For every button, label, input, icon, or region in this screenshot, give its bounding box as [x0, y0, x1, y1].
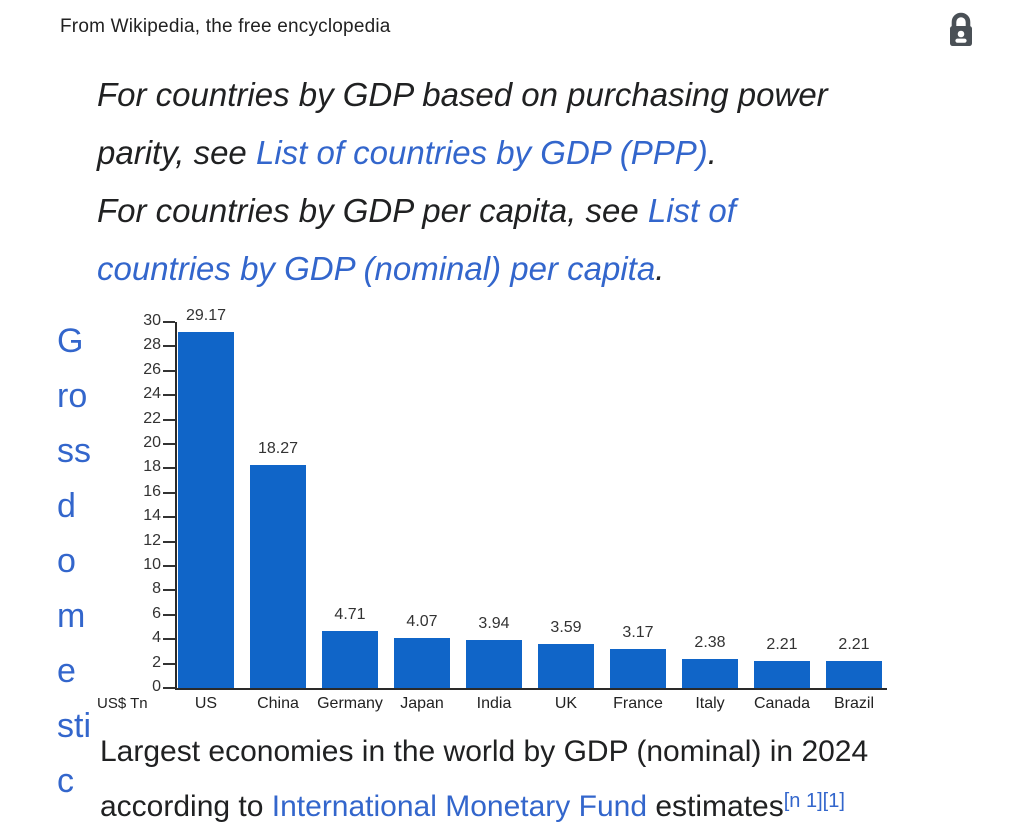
- bar-value-label: 18.27: [257, 440, 299, 458]
- bar-value-label: 2.21: [766, 636, 798, 654]
- y-axis-tick-label: 18: [143, 458, 161, 476]
- bar-value-label: 29.17: [185, 307, 227, 325]
- bar-US: [178, 332, 234, 688]
- international-monetary-fund-link[interactable]: International Monetary Fund: [271, 790, 648, 823]
- bar-category-label: France: [613, 695, 663, 712]
- y-axis-tick-mark: [163, 418, 175, 421]
- text-line: according to International Monetary Fund…: [100, 779, 868, 834]
- y-axis-tick-mark: [163, 491, 175, 494]
- citation-1-reference[interactable]: [1]: [822, 790, 845, 812]
- page-protection-lock-icon[interactable]: [944, 9, 978, 49]
- text-line: parity, see List of countries by GDP (PP…: [97, 124, 828, 182]
- text-line: For countries by GDP per capita, see Lis…: [97, 182, 828, 240]
- y-axis-tick-mark: [163, 394, 175, 397]
- bar-category-label: Brazil: [833, 695, 874, 712]
- bar-value-label: 3.94: [478, 614, 510, 632]
- gross-domestic-product-link-wrapped[interactable]: G ro ss d o m e sti c: [57, 322, 91, 800]
- y-axis-tick-label: 12: [143, 531, 161, 549]
- bar-value-label: 4.71: [334, 605, 366, 623]
- bar-value-label: 3.59: [550, 619, 582, 637]
- site-tagline: From Wikipedia, the free encyclopedia: [60, 16, 391, 37]
- bar-category-label: China: [257, 695, 299, 712]
- text-run: according to: [100, 790, 272, 823]
- y-axis-tick-mark: [163, 638, 175, 641]
- y-axis-tick-label: 16: [143, 482, 161, 500]
- text-run: For countries by GDP based on purchasing…: [97, 76, 828, 113]
- bar-category-label: Germany: [317, 695, 383, 712]
- chart-caption: Largest economies in the world by GDP (n…: [100, 724, 868, 834]
- y-axis-tick-mark: [163, 589, 175, 592]
- y-axis-tick-mark: [163, 662, 175, 665]
- bar-France: [610, 649, 666, 688]
- text-run: estimates: [647, 790, 784, 823]
- bar-category-label: Japan: [400, 695, 444, 712]
- y-axis-tick-label: 28: [143, 336, 161, 354]
- y-axis-tick-mark: [163, 565, 175, 567]
- y-axis-tick-label: 4: [152, 629, 161, 647]
- y-axis-tick-mark: [163, 687, 175, 689]
- text-run: For countries by GDP per capita, see: [97, 192, 648, 229]
- bar-value-label: 4.07: [406, 613, 438, 631]
- y-axis-tick-label: 26: [143, 360, 161, 378]
- text-line: countries by GDP (nominal) per capita.: [97, 240, 828, 298]
- bar-Germany: [322, 630, 378, 688]
- bar-category-label: US: [194, 695, 218, 712]
- bar-Italy: [682, 658, 738, 688]
- text-line: For countries by GDP based on purchasing…: [97, 66, 828, 124]
- bar-Brazil: [826, 661, 882, 688]
- x-axis-line: [175, 688, 887, 690]
- list-of-countries-by-gdp-ppp-link[interactable]: List of countries by GDP (PPP): [255, 134, 708, 171]
- bar-value-label: 3.17: [622, 624, 654, 642]
- y-axis-tick-label: 14: [143, 507, 161, 525]
- y-axis-tick-label: 10: [143, 556, 161, 573]
- y-axis-tick-mark: [163, 516, 175, 519]
- y-axis-tick-mark: [163, 540, 175, 543]
- bar-value-label: 2.38: [694, 633, 726, 651]
- text-run: parity, see: [97, 134, 256, 171]
- y-axis-tick-label: 0: [152, 678, 161, 695]
- y-axis-tick-label: 8: [152, 580, 161, 598]
- y-axis-tick-label: 6: [152, 604, 161, 622]
- y-axis-tick-label: 20: [143, 434, 161, 451]
- y-axis-tick-label: 2: [152, 653, 161, 671]
- y-axis-tick-mark: [163, 443, 175, 445]
- bar-category-label: India: [476, 695, 512, 712]
- list-of-countries-by-gdp-nominal-per-capita-link[interactable]: List of: [647, 192, 736, 229]
- bar-Canada: [754, 661, 810, 688]
- gdp-bar-chart-image[interactable]: US$ Tn 0 2 4 6 8 10 12 14 16 18 20 22 24 26 28 30 29.17 U…: [95, 305, 910, 720]
- y-axis-tick-mark: [163, 345, 175, 348]
- bar-category-label: Italy: [695, 695, 725, 712]
- bar-India: [466, 639, 522, 688]
- y-axis-tick-mark: [163, 369, 175, 372]
- y-axis-tick-mark: [163, 467, 175, 470]
- y-axis-tick-label: 30: [143, 312, 161, 329]
- bar-UK: [538, 644, 594, 688]
- y-axis-tick-label: 24: [143, 385, 161, 403]
- bar-value-label: 2.21: [838, 636, 870, 654]
- text-run: .: [655, 250, 665, 287]
- bar-China: [250, 465, 306, 688]
- y-axis-tick-mark: [163, 321, 175, 323]
- bar-category-label: Canada: [753, 695, 811, 712]
- y-axis-unit-label: US$ Tn: [97, 695, 148, 712]
- note-1-reference[interactable]: [n 1]: [783, 790, 823, 812]
- text-run: .: [707, 134, 717, 171]
- y-axis-tick-mark: [163, 613, 175, 616]
- text-line: Largest economies in the world by GDP (n…: [100, 724, 868, 779]
- bar-Japan: [394, 638, 450, 688]
- text-run: Largest economies in the world by GDP (n…: [100, 735, 869, 768]
- hatnote-block: For countries by GDP based on purchasing…: [97, 66, 828, 298]
- bar-category-label: UK: [554, 695, 578, 712]
- y-axis-tick-label: 22: [143, 409, 161, 427]
- y-axis-line: [175, 322, 177, 688]
- list-of-countries-by-gdp-nominal-per-capita-link[interactable]: countries by GDP (nominal) per capita: [97, 250, 656, 287]
